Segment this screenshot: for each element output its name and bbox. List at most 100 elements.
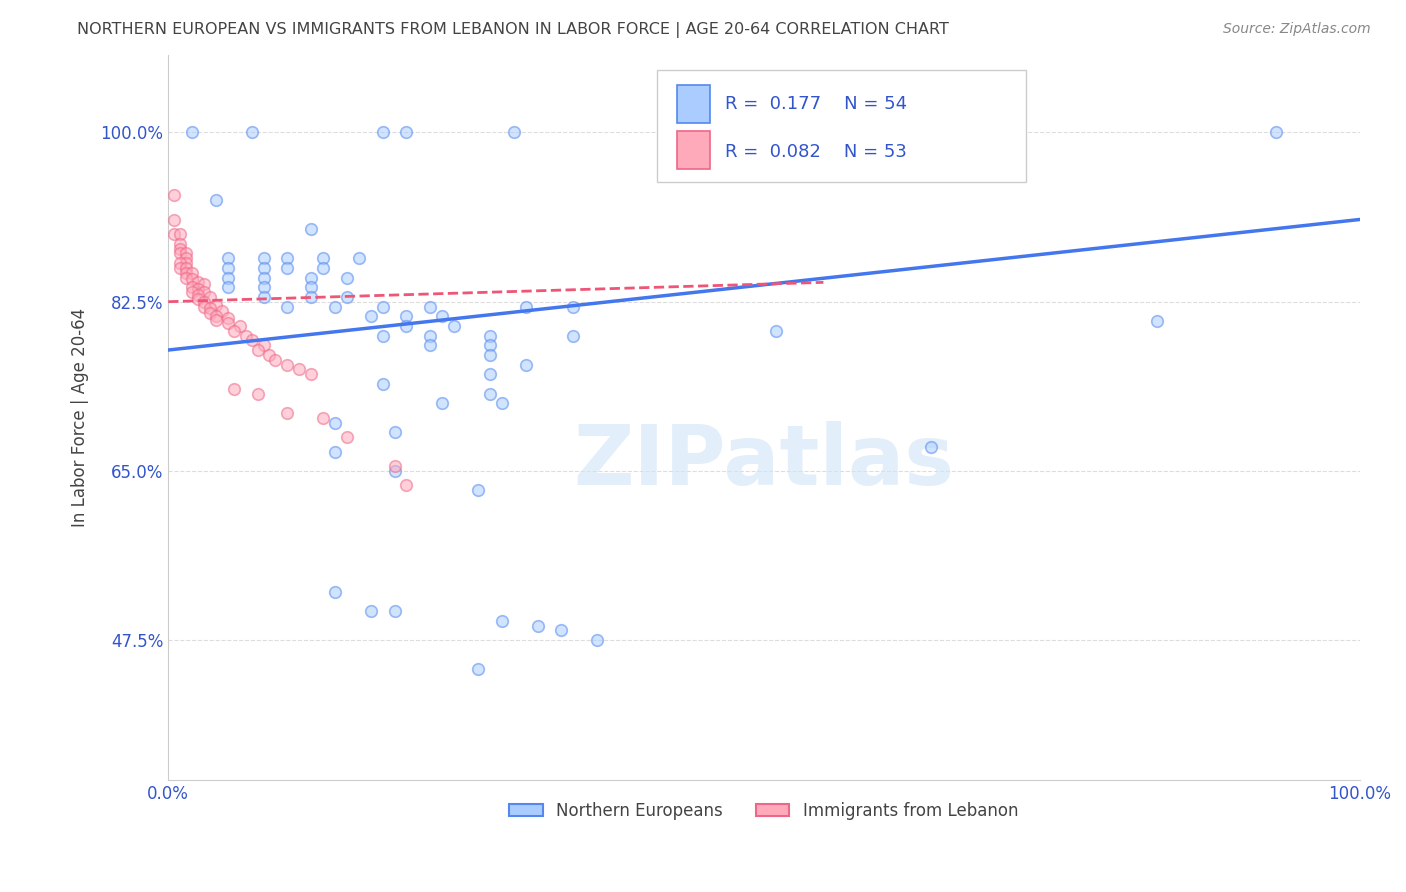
Point bbox=[347, 251, 370, 265]
Point bbox=[276, 406, 298, 420]
Point bbox=[252, 260, 274, 275]
Point bbox=[187, 288, 209, 302]
Point bbox=[478, 368, 501, 382]
Point bbox=[336, 270, 359, 285]
Point bbox=[198, 301, 221, 316]
Point bbox=[299, 222, 322, 236]
Point bbox=[299, 368, 322, 382]
Point bbox=[169, 246, 191, 260]
Point bbox=[478, 386, 501, 401]
Point bbox=[467, 662, 489, 676]
Point bbox=[193, 277, 215, 292]
Point bbox=[252, 338, 274, 352]
Point bbox=[211, 304, 233, 318]
Point bbox=[384, 604, 406, 618]
Point bbox=[252, 280, 274, 294]
Point bbox=[198, 306, 221, 320]
Point bbox=[384, 464, 406, 478]
Point bbox=[181, 126, 204, 140]
Point bbox=[181, 285, 204, 299]
Point bbox=[252, 251, 274, 265]
Point bbox=[174, 251, 197, 265]
Point bbox=[181, 266, 204, 280]
Point bbox=[252, 270, 274, 285]
Point bbox=[384, 425, 406, 440]
Point bbox=[323, 416, 346, 430]
Point bbox=[920, 440, 942, 454]
Point bbox=[371, 300, 394, 314]
Point bbox=[163, 212, 186, 227]
Point bbox=[1265, 126, 1288, 140]
Point bbox=[395, 478, 418, 492]
Point bbox=[169, 260, 191, 275]
Point bbox=[276, 260, 298, 275]
Point bbox=[174, 246, 197, 260]
FancyBboxPatch shape bbox=[657, 70, 1026, 182]
Point bbox=[187, 282, 209, 296]
Point bbox=[419, 300, 441, 314]
Point bbox=[323, 444, 346, 458]
Point bbox=[169, 227, 191, 241]
Point bbox=[217, 316, 239, 330]
Point bbox=[174, 270, 197, 285]
Point bbox=[323, 584, 346, 599]
Point bbox=[181, 280, 204, 294]
Point bbox=[276, 251, 298, 265]
Point bbox=[217, 311, 239, 326]
Text: ZIPatlas: ZIPatlas bbox=[574, 421, 955, 501]
Point bbox=[515, 300, 537, 314]
Point bbox=[323, 300, 346, 314]
Point bbox=[384, 458, 406, 473]
Point bbox=[765, 324, 787, 338]
Point bbox=[395, 126, 418, 140]
Point bbox=[193, 300, 215, 314]
Point bbox=[432, 396, 454, 410]
Point bbox=[371, 328, 394, 343]
FancyBboxPatch shape bbox=[676, 131, 710, 169]
Point bbox=[432, 309, 454, 323]
Point bbox=[526, 618, 548, 632]
Point bbox=[222, 324, 245, 338]
Point bbox=[562, 328, 585, 343]
Point bbox=[169, 242, 191, 256]
Point bbox=[299, 280, 322, 294]
Point bbox=[360, 309, 382, 323]
Point bbox=[467, 483, 489, 498]
Point bbox=[187, 292, 209, 306]
Point bbox=[174, 266, 197, 280]
Point bbox=[228, 318, 250, 333]
Point bbox=[419, 338, 441, 352]
Point bbox=[259, 348, 281, 362]
Point bbox=[205, 193, 228, 207]
Point bbox=[478, 348, 501, 362]
Point bbox=[395, 318, 418, 333]
Point bbox=[336, 290, 359, 304]
Point bbox=[169, 256, 191, 270]
Point bbox=[181, 272, 204, 286]
Point bbox=[837, 126, 859, 140]
Point bbox=[264, 352, 287, 367]
Point bbox=[478, 328, 501, 343]
Point bbox=[174, 256, 197, 270]
Point bbox=[1146, 314, 1168, 328]
Point bbox=[586, 633, 609, 648]
Point bbox=[312, 410, 335, 425]
Point bbox=[276, 300, 298, 314]
Point bbox=[550, 624, 572, 638]
Point bbox=[491, 396, 513, 410]
Point bbox=[336, 430, 359, 444]
Point bbox=[288, 362, 311, 376]
Point bbox=[169, 236, 191, 251]
Point bbox=[371, 126, 394, 140]
Point bbox=[515, 358, 537, 372]
Point bbox=[276, 358, 298, 372]
Point bbox=[360, 604, 382, 618]
Point bbox=[419, 328, 441, 343]
Point bbox=[478, 338, 501, 352]
Point bbox=[217, 260, 239, 275]
Point bbox=[371, 376, 394, 391]
Point bbox=[193, 294, 215, 309]
Point bbox=[235, 328, 257, 343]
Point bbox=[252, 290, 274, 304]
Point bbox=[240, 126, 263, 140]
